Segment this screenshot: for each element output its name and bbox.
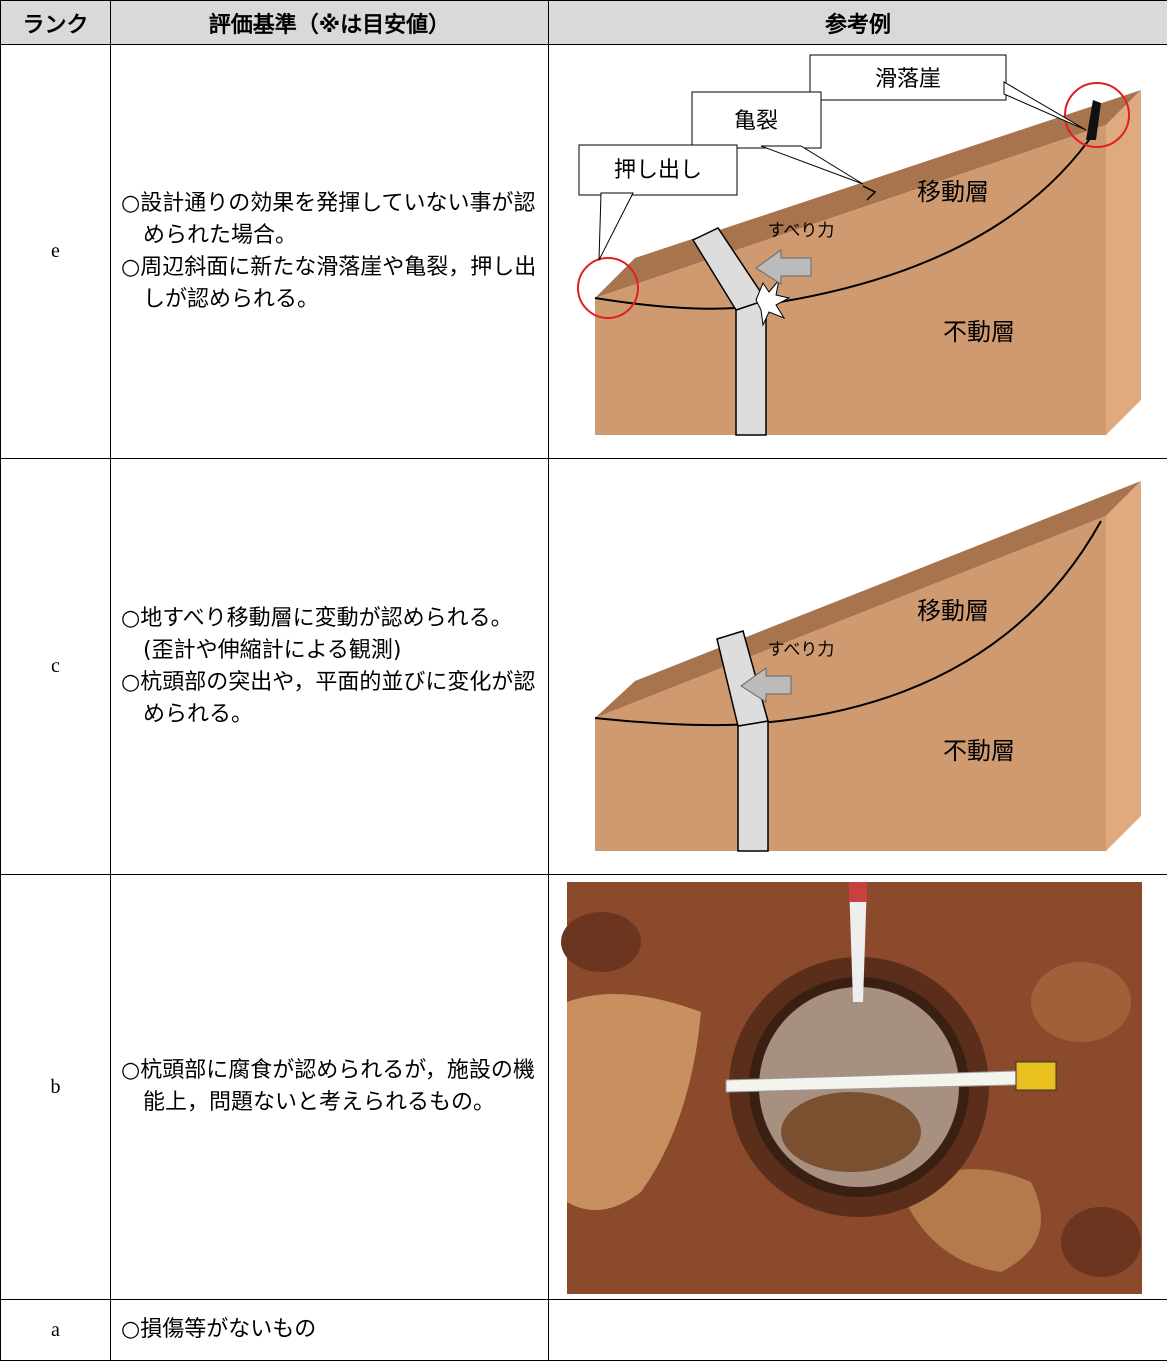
- photo: [549, 875, 1167, 1299]
- label: 押し出し: [614, 158, 702, 183]
- criteria: ○設計通りの効果を発揮していない事が認められた場合。○周辺斜面に新たな滑落崖や亀…: [111, 45, 549, 459]
- label: 不動層: [943, 318, 1015, 346]
- row: b ○杭頭部に腐食が認められるが，施設の機能上，問題ないと考えられるもの。: [1, 875, 1167, 1300]
- criteria: ○地すべり移動層に変動が認められる。(歪計や伸縮計による観測)○杭頭部の突出や，…: [111, 459, 549, 875]
- criteria-item: ○地すべり移動層に変動が認められる。(歪計や伸縮計による観測): [121, 603, 540, 667]
- label: すべり力: [768, 640, 835, 660]
- row: a ○損傷等がないもの: [1, 1300, 1167, 1361]
- criteria-item: ○損傷等がないもの: [121, 1314, 540, 1346]
- header: ランク: [1, 1, 111, 45]
- criteria-item: ○設計通りの効果を発揮していない事が認められた場合。: [121, 188, 540, 252]
- label: 移動層: [917, 178, 989, 206]
- label: 亀裂: [734, 109, 778, 134]
- rank: e: [1, 45, 111, 459]
- example: 滑落崖 亀裂 押し出し 移動層 すべり力 不動層: [549, 45, 1167, 459]
- label: 移動層: [917, 597, 989, 625]
- diagram: 移動層 すべり力 不動層: [549, 459, 1167, 874]
- example: [549, 1300, 1167, 1361]
- header-row: ランク 評価基準（※は目安値） 参考例: [1, 1, 1167, 45]
- header: 評価基準（※は目安値）: [111, 1, 549, 45]
- criteria: ○損傷等がないもの: [111, 1300, 549, 1361]
- rank: a: [1, 1300, 111, 1361]
- example: [549, 875, 1167, 1300]
- label: 滑落崖: [875, 67, 941, 92]
- label: すべり力: [768, 221, 835, 241]
- row: c ○地すべり移動層に変動が認められる。(歪計や伸縮計による観測)○杭頭部の突出…: [1, 459, 1167, 875]
- criteria-item: ○周辺斜面に新たな滑落崖や亀裂，押し出しが認められる。: [121, 252, 540, 316]
- diagram: 滑落崖 亀裂 押し出し 移動層 すべり力 不動層: [549, 45, 1167, 458]
- header: 参考例: [549, 1, 1167, 45]
- label: 不動層: [943, 737, 1015, 765]
- example: 移動層 すべり力 不動層: [549, 459, 1167, 875]
- criteria-item: ○杭頭部の突出や，平面的並びに変化が認められる。: [121, 667, 540, 731]
- rank: b: [1, 875, 111, 1300]
- criteria: ○杭頭部に腐食が認められるが，施設の機能上，問題ないと考えられるもの。: [111, 875, 549, 1300]
- criteria-item: ○杭頭部に腐食が認められるが，施設の機能上，問題ないと考えられるもの。: [121, 1055, 540, 1119]
- rank: c: [1, 459, 111, 875]
- row: e ○設計通りの効果を発揮していない事が認められた場合。○周辺斜面に新たな滑落崖…: [1, 45, 1167, 459]
